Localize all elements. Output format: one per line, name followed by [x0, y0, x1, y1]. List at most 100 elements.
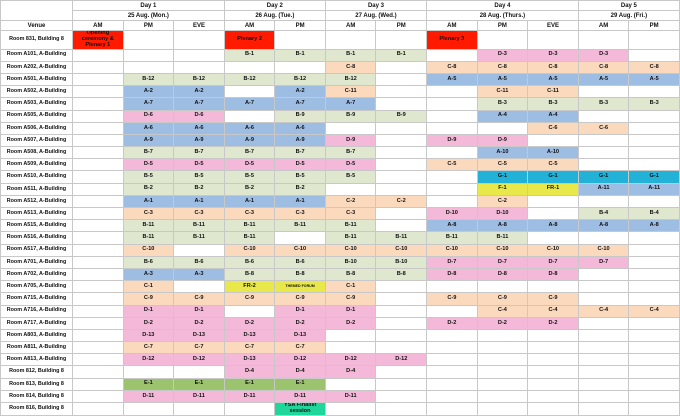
- session-cell: FR-2: [223, 280, 276, 294]
- empty-cell: [426, 121, 478, 135]
- session-cell: D-5: [274, 158, 326, 172]
- session-cell: D-7: [527, 255, 579, 269]
- empty-cell: [122, 48, 175, 62]
- empty-cell: [476, 365, 529, 379]
- session-cell: C-2: [476, 194, 529, 209]
- table-row: Room A702, A-Building A-3 A-3 B-8 B-8 B-8 B-8 D…: [0, 267, 680, 282]
- empty-cell: [577, 85, 630, 99]
- venue-cell: Room 816, Building 8: [0, 402, 73, 416]
- session-cell: C-9: [426, 292, 478, 306]
- empty-cell: [375, 402, 428, 416]
- empty-cell: [426, 97, 478, 111]
- empty-cell: [375, 207, 428, 221]
- session-cell: A-6: [173, 121, 225, 135]
- session-cell: B-12: [122, 72, 175, 87]
- empty-cell: [476, 121, 529, 135]
- empty-cell: [223, 402, 276, 416]
- session-cell: E-1: [122, 377, 175, 391]
- session-cell: C-7: [122, 341, 175, 355]
- session-cell: C-8: [527, 60, 579, 74]
- table-row: Room 812, Building 8 D-4 D-4 D-4: [0, 365, 680, 379]
- session-cell: D-3: [527, 48, 579, 62]
- session-cell: Opening ceremony & Plenary 1: [72, 30, 124, 50]
- empty-cell: [476, 377, 529, 391]
- session-cell: C-5: [426, 158, 478, 172]
- empty-cell: [577, 280, 630, 294]
- day-header: Day 2: [223, 0, 326, 11]
- session-cell: B-1: [223, 48, 276, 62]
- session-cell: C-9: [476, 292, 529, 306]
- venue-cell: Room A101, A-Building: [0, 48, 73, 62]
- empty-cell: [72, 97, 124, 111]
- session-cell: D-3: [577, 48, 630, 62]
- empty-cell: [527, 365, 579, 379]
- empty-cell: [527, 328, 579, 343]
- session-cell: C-11: [476, 85, 529, 99]
- empty-cell: [72, 365, 124, 379]
- empty-cell: [72, 316, 124, 330]
- table-row: Room A717, A-Building D-2 D-2 D-2 D-2 D-2 D-2 D…: [0, 316, 680, 330]
- session-cell: B-9: [274, 109, 326, 123]
- empty-cell: [426, 109, 478, 123]
- session-cell: C-9: [274, 292, 326, 306]
- venue-cell: Room A715, A-Building: [0, 292, 73, 306]
- session-cell: C-9: [122, 292, 175, 306]
- slot-header: AM: [324, 20, 377, 31]
- empty-cell: [476, 328, 529, 343]
- table-row: Room 814, Building 8 D-11 D-11 D-11 D-11 D-11: [0, 389, 680, 404]
- session-cell: A-9: [223, 133, 276, 148]
- empty-cell: [375, 365, 428, 379]
- empty-cell: [628, 30, 680, 50]
- empty-cell: [577, 267, 630, 282]
- venue-cell: Room A717, A-Building: [0, 316, 73, 330]
- table-row: Room 831, Building 8 Opening ceremony & P…: [0, 30, 680, 50]
- session-cell: C-7: [173, 341, 225, 355]
- session-cell: A-8: [426, 219, 478, 233]
- session-cell: Plenary 3: [426, 30, 478, 50]
- empty-cell: [527, 341, 579, 355]
- empty-cell: [577, 341, 630, 355]
- empty-cell: [527, 194, 579, 209]
- empty-cell: [72, 146, 124, 160]
- empty-cell: [426, 365, 478, 379]
- session-cell: Plenary 2: [223, 30, 276, 50]
- empty-cell: [375, 341, 428, 355]
- empty-cell: [628, 109, 680, 123]
- session-cell: A-7: [122, 97, 175, 111]
- date-header: 26 Aug. (Tue.): [223, 10, 326, 21]
- session-cell: B-5: [122, 170, 175, 184]
- empty-cell: [527, 402, 579, 416]
- session-cell: B-7: [324, 146, 377, 160]
- header-blank: [0, 0, 73, 21]
- venue-cell: Room A506, A-Building: [0, 121, 73, 135]
- session-cell: B-7: [223, 146, 276, 160]
- empty-cell: [173, 30, 225, 50]
- empty-cell: [72, 133, 124, 148]
- session-cell: A-9: [122, 133, 175, 148]
- empty-cell: [476, 341, 529, 355]
- session-cell: B-11: [476, 231, 529, 245]
- empty-cell: [628, 328, 680, 343]
- empty-cell: [476, 280, 529, 294]
- session-cell: D-2: [122, 316, 175, 330]
- empty-cell: [426, 170, 478, 184]
- slot-header: PM: [274, 20, 326, 31]
- empty-cell: [375, 72, 428, 87]
- session-cell: B-11: [173, 231, 225, 245]
- venue-cell: Room A512, A-Building: [0, 194, 73, 209]
- session-cell: D-11: [324, 389, 377, 404]
- venue-cell: Room A517, A-Building: [0, 243, 73, 257]
- empty-cell: [72, 72, 124, 87]
- empty-cell: [628, 365, 680, 379]
- empty-cell: [274, 231, 326, 245]
- session-cell: D-10: [426, 207, 478, 221]
- table-row: Room A515, A-Building B-11 B-11 B-11 B-11 B-1…: [0, 219, 680, 233]
- venue-cell: Room 831, Building 8: [0, 30, 73, 50]
- date-header: 25 Aug. (Mon.): [72, 10, 225, 21]
- session-cell: A-9: [274, 133, 326, 148]
- session-cell: B-11: [223, 231, 276, 245]
- date-header: 29 Aug. (Fri.): [577, 10, 680, 21]
- venue-cell: Room A811, A-Building: [0, 341, 73, 355]
- session-cell: D-2: [527, 316, 579, 330]
